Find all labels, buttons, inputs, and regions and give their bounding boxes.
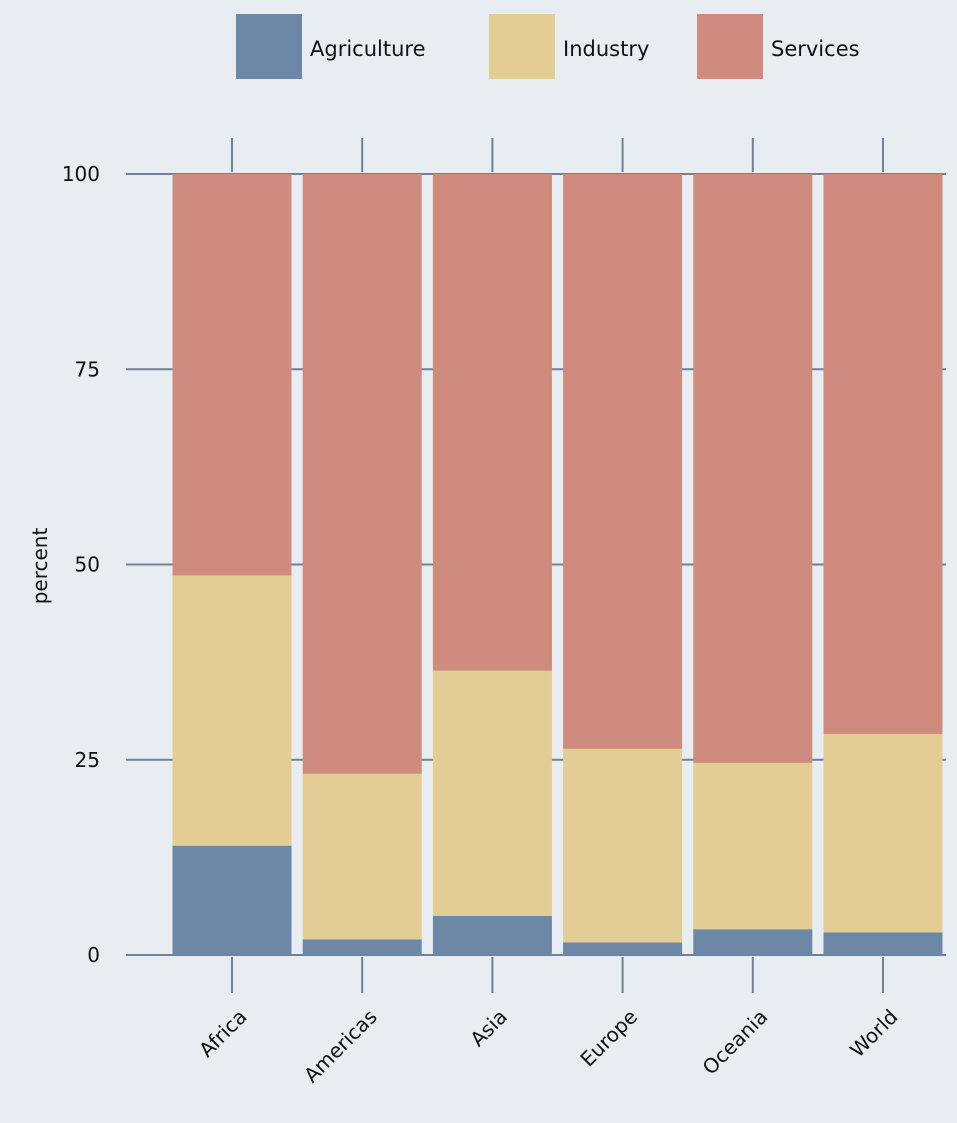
bar-services-oceania [693,174,813,763]
x-axis: Africa Americas Asia Europe Oceania World [194,1005,902,1088]
bar-industry-world [823,733,943,933]
bar-services-europe [563,174,683,749]
y-axis-title: percent [28,528,52,605]
legend-item-industry: Industry [489,14,649,79]
x-tick-label: Oceania [698,1005,773,1080]
bars [172,174,943,955]
legend-swatch [697,14,763,79]
bar-agriculture-africa [172,845,292,955]
y-tick-label: 0 [87,943,100,967]
bar-services-africa [172,174,292,576]
bar-industry-europe [563,748,683,943]
legend-label: Services [771,37,860,61]
bar-agriculture-oceania [693,929,813,955]
y-axis: 0 25 50 75 100 [62,162,100,967]
x-tick-label: World [845,1005,903,1063]
bar-agriculture-europe [563,942,683,955]
bar-industry-americas [302,773,422,940]
bar-industry-africa [172,575,292,846]
bar-agriculture-world [823,932,943,955]
y-tick-label: 25 [75,748,100,772]
bar-industry-oceania [693,762,813,930]
legend-label: Industry [563,37,649,61]
x-tick-label: Europe [575,1005,642,1072]
legend-swatch [236,14,302,79]
legend-label: Agriculture [310,37,426,61]
legend-item-services: Services [697,14,860,79]
y-tick-label: 100 [62,162,100,186]
x-tick-label: Asia [465,1005,512,1052]
legend-swatch [489,14,555,79]
bar-agriculture-americas [302,939,422,955]
bar-agriculture-asia [432,915,552,955]
bar-industry-asia [432,670,552,916]
x-tick-label: Africa [194,1005,251,1062]
bar-services-americas [302,174,422,774]
legend: Agriculture Industry Services [236,14,860,79]
x-tick-label: Americas [299,1005,382,1088]
y-tick-label: 75 [75,357,100,381]
legend-item-agriculture: Agriculture [236,14,426,79]
bar-services-asia [432,174,552,671]
bar-services-world [823,174,943,734]
y-tick-label: 50 [75,553,100,577]
